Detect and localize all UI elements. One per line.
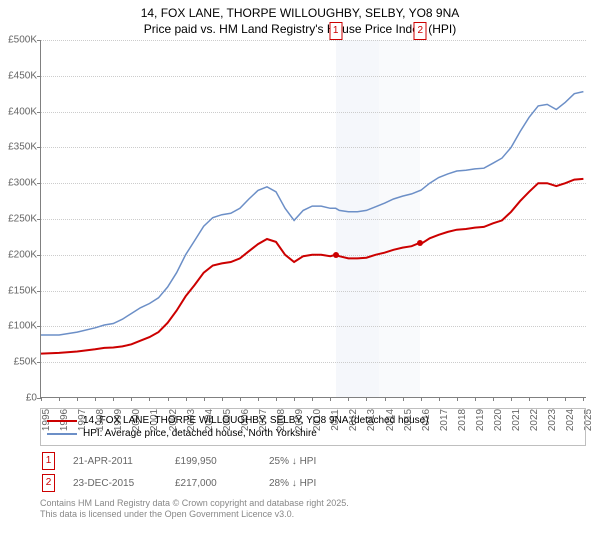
sale-row-marker: 1: [42, 452, 55, 470]
attribution: Contains HM Land Registry data © Crown c…: [40, 498, 586, 521]
sale-marker: 1: [329, 22, 342, 40]
sale-marker: 2: [414, 22, 427, 40]
attribution-line-2: This data is licensed under the Open Gov…: [40, 509, 586, 520]
attribution-line-1: Contains HM Land Registry data © Crown c…: [40, 498, 586, 509]
chart: £0£50K£100K£150K£200K£250K£300K£350K£400…: [40, 40, 586, 398]
y-axis-label: £350K: [3, 142, 37, 153]
legend-label-hpi: HPI: Average price, detached house, Nort…: [83, 428, 317, 439]
sale-row-marker: 2: [42, 474, 55, 492]
sale-row-pct: 28% ↓ HPI: [269, 478, 316, 489]
sale-row-date: 21-APR-2011: [73, 456, 157, 467]
y-axis-label: £0: [3, 393, 37, 404]
sale-row: 1 21-APR-2011 £199,950 25% ↓ HPI: [42, 452, 586, 470]
y-axis-label: £150K: [3, 285, 37, 296]
sale-row-price: £199,950: [175, 456, 251, 467]
sale-row: 2 23-DEC-2015 £217,000 28% ↓ HPI: [42, 474, 586, 492]
y-axis-label: £200K: [3, 249, 37, 260]
y-axis-label: £100K: [3, 321, 37, 332]
series-hpi-line: [41, 92, 583, 335]
y-axis-label: £300K: [3, 178, 37, 189]
sale-dot: [333, 252, 339, 258]
plot-area: £0£50K£100K£150K£200K£250K£300K£350K£400…: [40, 40, 586, 398]
sale-dot: [417, 240, 423, 246]
legend-box: 14, FOX LANE, THORPE WILLOUGHBY, SELBY, …: [40, 408, 586, 446]
sale-row-date: 23-DEC-2015: [73, 478, 157, 489]
sale-row-price: £217,000: [175, 478, 251, 489]
chart-lines: [41, 40, 587, 398]
legend-and-footer: 14, FOX LANE, THORPE WILLOUGHBY, SELBY, …: [40, 408, 586, 521]
legend-label-property: 14, FOX LANE, THORPE WILLOUGHBY, SELBY, …: [83, 415, 429, 426]
y-axis-label: £50K: [3, 357, 37, 368]
sale-rows: 1 21-APR-2011 £199,950 25% ↓ HPI 2 23-DEC-201…: [40, 452, 586, 492]
y-axis-label: £450K: [3, 70, 37, 81]
y-axis-label: £400K: [3, 106, 37, 117]
y-axis-label: £250K: [3, 214, 37, 225]
sale-row-pct: 25% ↓ HPI: [269, 456, 316, 467]
legend-swatch-red: [47, 420, 77, 422]
series-property-line: [41, 179, 583, 354]
legend-item-hpi: HPI: Average price, detached house, Nort…: [47, 428, 579, 439]
legend-item-property: 14, FOX LANE, THORPE WILLOUGHBY, SELBY, …: [47, 415, 579, 426]
y-axis-label: £500K: [3, 35, 37, 46]
title-line-1: 14, FOX LANE, THORPE WILLOUGHBY, SELBY, …: [0, 0, 600, 22]
legend-swatch-blue: [47, 433, 77, 435]
title-line-2: Price paid vs. HM Land Registry's House …: [0, 22, 600, 40]
